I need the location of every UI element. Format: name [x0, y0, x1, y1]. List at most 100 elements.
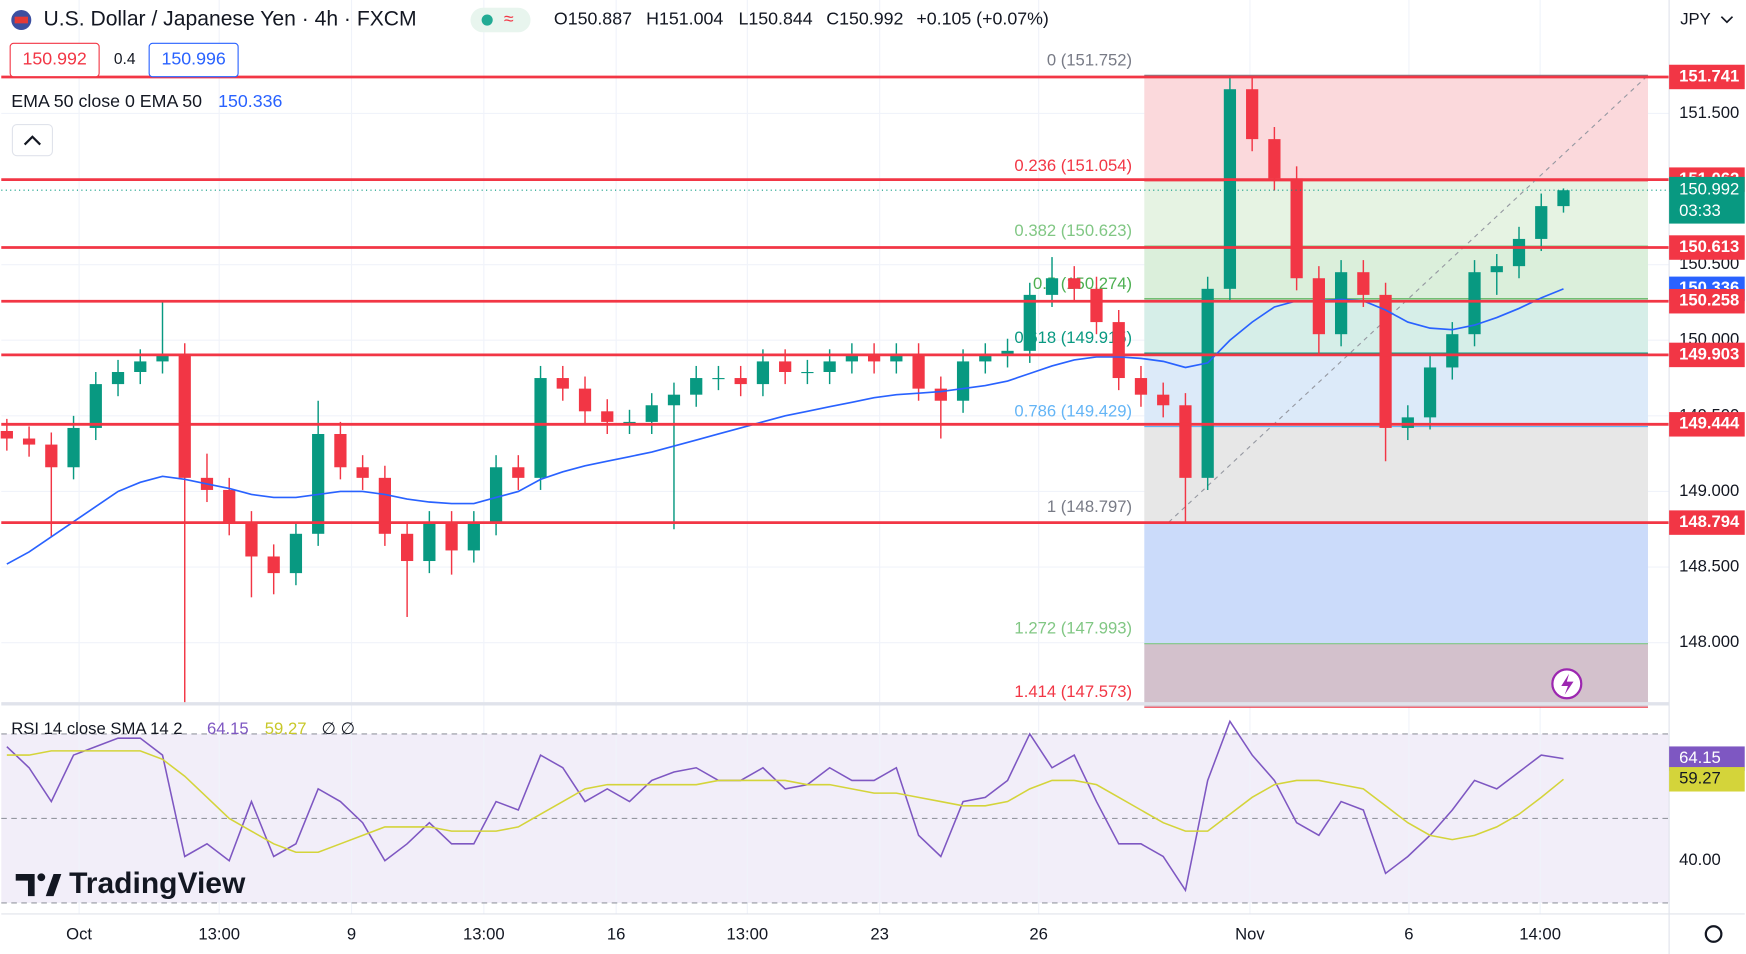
candle-body — [578, 388, 592, 412]
price-badge — [1669, 342, 1745, 368]
price-badge — [1669, 64, 1745, 90]
ohlc-high: H151.004 — [646, 9, 723, 29]
rsi-badge — [1669, 767, 1745, 792]
ema-legend: EMA 50 close 0 EMA 50 — [11, 91, 202, 111]
rsi-line — [6, 719, 1564, 893]
ohlc-close: C150.992 — [826, 9, 903, 29]
candle-body — [801, 371, 814, 374]
status-pill[interactable] — [470, 7, 531, 33]
candle-body — [1001, 350, 1014, 356]
settings-icon[interactable] — [1704, 925, 1723, 943]
candle-body — [156, 355, 169, 362]
axis-layer: 151.500150.500150.000149.500149.000148.5… — [66, 64, 1745, 944]
y-tick-label: 151.500 — [1679, 103, 1739, 122]
ohlc-low: L150.844 — [738, 9, 812, 29]
rsi-legend: RSI 14 close SMA 14 2 — [11, 719, 182, 738]
candle-body — [845, 355, 858, 362]
candle-body — [1290, 178, 1303, 279]
fib-level-label: 1.272 (147.993) — [1014, 619, 1132, 638]
candle-body — [0, 430, 13, 439]
x-tick-label: 13:00 — [198, 925, 240, 944]
x-tick-label: Nov — [1235, 925, 1265, 944]
price-badge-label: 148.794 — [1679, 512, 1740, 531]
candle-body — [890, 355, 903, 362]
candle-body — [623, 421, 636, 424]
sell-price: 150.992 — [23, 49, 87, 69]
candle-body — [1423, 367, 1437, 418]
candle-body — [956, 361, 970, 401]
candle-body — [823, 361, 836, 372]
x-tick-label: 13:00 — [463, 925, 505, 944]
candle-body — [1401, 417, 1414, 428]
fib-level-label: 1 (148.797) — [1047, 497, 1132, 516]
last-price-label: 150.992 — [1679, 180, 1739, 199]
ohlc-change: +0.105 (+0.07%) — [916, 9, 1048, 29]
fib-trend-line — [1168, 74, 1649, 523]
sma-legend-value: 59.27 — [265, 719, 307, 738]
price-badge-label: 150.613 — [1679, 237, 1739, 256]
buy-button[interactable] — [148, 42, 239, 78]
ohlc-open: O150.887 — [554, 9, 632, 29]
countdown: 03:33 — [1679, 201, 1721, 220]
candle-body — [1268, 139, 1281, 179]
candle-body — [1357, 272, 1370, 295]
rsi-badge-label: 59.27 — [1679, 769, 1721, 788]
rsi-badge — [1669, 746, 1745, 771]
fib-zone — [1144, 246, 1648, 299]
x-tick-label: 14:00 — [1519, 925, 1561, 944]
rsi-line — [6, 750, 1564, 854]
candle-body — [534, 378, 547, 478]
brand: TradingView — [15, 867, 246, 900]
candle-body — [423, 523, 436, 562]
candle-body — [245, 523, 258, 557]
sell-button[interactable] — [9, 42, 100, 78]
fib-level-label: 0.618 (149.915) — [1014, 328, 1132, 347]
header: U.S. Dollar / Japanese Yen · 4h · FXCM ≈… — [9, 7, 1734, 943]
fib-level-label: 0.236 (151.054) — [1014, 156, 1132, 175]
candle-body — [1112, 322, 1125, 379]
candle-body — [89, 384, 102, 428]
flag-stripe — [14, 16, 28, 24]
candle-body — [1557, 190, 1570, 207]
candle-body — [134, 361, 147, 372]
candle-body — [1179, 405, 1192, 478]
candle-body — [45, 444, 58, 468]
buy-price: 150.996 — [161, 49, 225, 69]
price-badge — [1669, 288, 1745, 314]
candle-body — [1490, 266, 1503, 273]
fib-level-label: 0.786 (149.429) — [1014, 402, 1132, 421]
currency[interactable]: JPY — [1680, 9, 1711, 28]
rsi-legend-value: 64.15 — [207, 719, 249, 738]
candle-body — [779, 361, 792, 372]
collapse-button[interactable] — [11, 123, 53, 157]
candle-body — [867, 355, 881, 362]
y-tick-label: 148.500 — [1679, 556, 1739, 575]
currency-caret — [1720, 16, 1734, 24]
market-status — [481, 14, 493, 26]
fib-zone — [1144, 298, 1648, 354]
price-axis-panel — [1669, 0, 1745, 954]
spread: 0.4 — [114, 51, 136, 68]
candle-body — [1535, 206, 1548, 239]
brand-logo — [15, 873, 35, 897]
candle-body — [912, 355, 925, 389]
candle-body — [22, 438, 36, 445]
x-tick-label: 26 — [1029, 925, 1048, 944]
candle-body — [1134, 378, 1148, 395]
candle-body — [1312, 278, 1325, 335]
brand-name: TradingView — [69, 867, 246, 900]
candle-body — [1334, 272, 1348, 335]
x-tick-label: 6 — [1404, 925, 1413, 944]
fib-level-label: 0 (151.752) — [1047, 50, 1132, 69]
price-badge-label: 149.903 — [1679, 344, 1739, 363]
price-badge — [1669, 510, 1745, 535]
candle-body — [979, 355, 992, 362]
candle-body — [512, 467, 525, 478]
candle-body — [1223, 89, 1237, 289]
candle-body — [178, 355, 191, 478]
alert-bolt — [1561, 673, 1574, 695]
candle-body — [1068, 278, 1081, 289]
candle-body — [334, 433, 347, 468]
